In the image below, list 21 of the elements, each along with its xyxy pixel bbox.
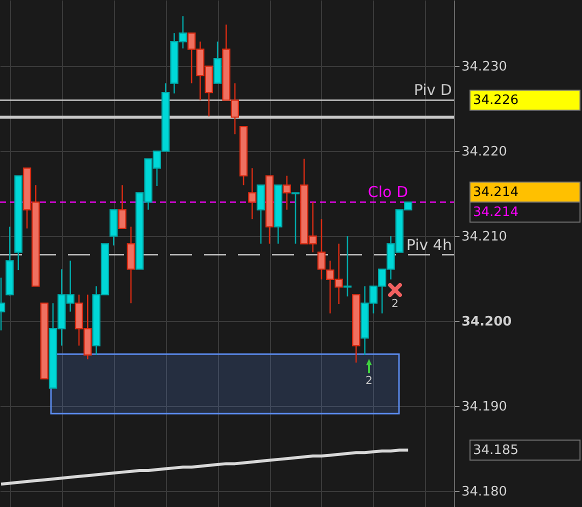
text: 34.226 (473, 93, 518, 108)
y-tick-label: 34.210 (462, 230, 507, 245)
ref-line-label: Piv 4h (406, 236, 452, 254)
annotation: 2 (366, 374, 372, 387)
candlestick (282, 175, 291, 210)
y-tick-label: 34.180 (462, 484, 507, 500)
y-tick-label: 34.190 (462, 399, 507, 414)
text: 34.185 (473, 443, 518, 458)
line-series (0, 448, 410, 486)
candlestick (291, 192, 300, 244)
candlestick (248, 168, 256, 220)
text: 34.214 (473, 205, 518, 220)
text: 34.214 (473, 185, 518, 200)
candlestick (118, 184, 126, 230)
y-tick-label: 34.220 (462, 144, 507, 160)
annotation: 2 (392, 297, 398, 310)
ref-line-label: Piv D (414, 81, 452, 100)
y-tick-label: 34.230 (462, 60, 507, 75)
y-tick-label: 34.200 (462, 314, 512, 330)
ref-line-label: Clo D (368, 183, 408, 202)
candlestick (343, 235, 352, 298)
